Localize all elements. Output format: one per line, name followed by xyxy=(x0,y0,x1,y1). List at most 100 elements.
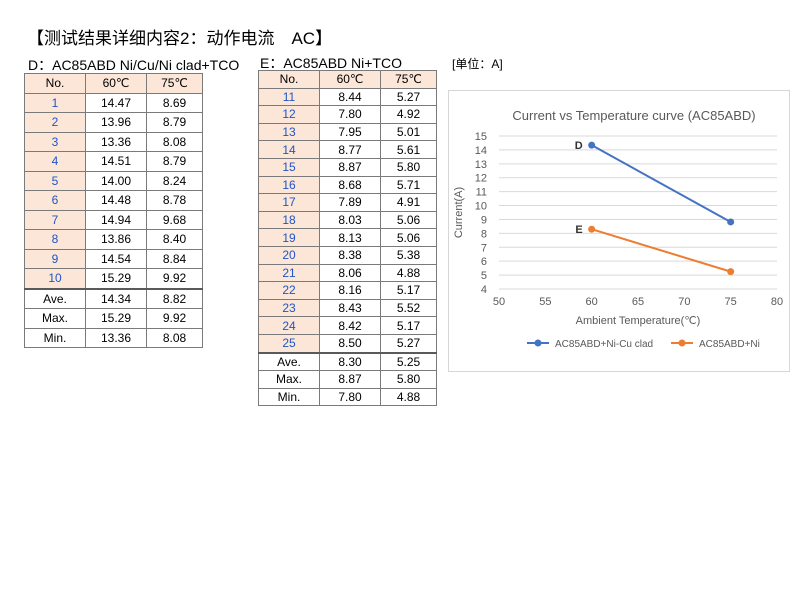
cell-value: 15.29 xyxy=(85,268,147,289)
row-number: 24 xyxy=(258,316,320,335)
table-header-row: No. 60℃ 75℃ xyxy=(24,73,203,94)
stat-label: Ave. xyxy=(258,351,320,372)
cell-value: 8.87 xyxy=(319,157,381,177)
cell-value: 9.92 xyxy=(146,268,203,289)
current-vs-temperature-chart: Current vs Temperature curve (AC85ABD)45… xyxy=(453,108,783,350)
stat-label: Max. xyxy=(24,308,86,329)
cell-value: 14.47 xyxy=(85,92,147,113)
table-row: 20 8.38 5.38 xyxy=(258,245,437,265)
stat-value: 8.87 xyxy=(319,370,381,389)
cell-value: 14.48 xyxy=(85,190,147,211)
cell-value: 5.71 xyxy=(380,175,437,195)
stat-row: Min. 7.80 4.88 xyxy=(258,387,437,407)
column-header: 75℃ xyxy=(146,73,203,94)
legend-entry: AC85ABD+Ni-Cu clad xyxy=(555,339,653,350)
stat-label: Min. xyxy=(258,387,320,407)
stat-value: 5.25 xyxy=(380,351,437,372)
stat-value: 9.92 xyxy=(146,308,203,329)
cell-value: 8.42 xyxy=(319,316,381,335)
legend-marker xyxy=(678,339,686,347)
cell-value: 13.86 xyxy=(85,229,147,250)
cell-value: 14.94 xyxy=(85,209,147,230)
unit-label: [单位：A] xyxy=(452,57,503,71)
stat-label: Max. xyxy=(258,370,320,389)
x-tick-label: 55 xyxy=(539,296,551,308)
cell-value: 5.52 xyxy=(380,298,437,318)
x-tick-label: 75 xyxy=(725,296,737,308)
table-row: 14 8.77 5.61 xyxy=(258,140,437,159)
table-row: 9 14.54 8.84 xyxy=(24,248,203,269)
row-number: 4 xyxy=(24,151,86,172)
cell-value: 7.80 xyxy=(319,105,381,124)
table-row: 1 14.47 8.69 xyxy=(24,92,203,113)
stat-value: 8.82 xyxy=(146,287,203,309)
y-tick-label: 9 xyxy=(481,214,487,226)
row-number: 16 xyxy=(258,175,320,195)
data-point xyxy=(588,225,596,233)
y-tick-label: 13 xyxy=(475,159,487,171)
table-row: 17 7.89 4.91 xyxy=(258,193,437,212)
row-number: 3 xyxy=(24,131,86,152)
cell-value: 5.06 xyxy=(380,228,437,247)
y-tick-label: 6 xyxy=(481,256,487,268)
cell-value: 8.79 xyxy=(146,151,203,172)
row-number: 17 xyxy=(258,193,320,212)
row-number: 1 xyxy=(24,92,86,113)
row-number: 5 xyxy=(24,170,86,191)
x-axis-label: Ambient Temperature(℃) xyxy=(576,315,701,327)
y-tick-label: 15 xyxy=(475,131,487,143)
stat-value: 8.30 xyxy=(319,351,381,372)
y-tick-label: 14 xyxy=(475,145,487,157)
y-tick-label: 10 xyxy=(475,201,487,213)
y-axis-label: Current(A) xyxy=(453,187,465,238)
cell-value: 8.44 xyxy=(319,87,381,107)
y-tick-label: 8 xyxy=(481,228,487,240)
row-number: 25 xyxy=(258,333,320,354)
stat-row: Max. 15.29 9.92 xyxy=(24,308,203,329)
table-row: 7 14.94 9.68 xyxy=(24,209,203,230)
column-header: No. xyxy=(258,70,320,89)
cell-value: 5.06 xyxy=(380,210,437,230)
cell-value: 5.17 xyxy=(380,316,437,335)
table-row: 13 7.95 5.01 xyxy=(258,122,437,142)
cell-value: 8.13 xyxy=(319,228,381,247)
column-header: No. xyxy=(24,73,86,94)
table-row: 10 15.29 9.92 xyxy=(24,268,203,289)
cell-value: 5.80 xyxy=(380,157,437,177)
row-number: 8 xyxy=(24,229,86,250)
stat-value: 15.29 xyxy=(85,308,147,329)
cell-value: 5.01 xyxy=(380,122,437,142)
table-row: 8 13.86 8.40 xyxy=(24,229,203,250)
cell-value: 8.03 xyxy=(319,210,381,230)
stat-row: Ave. 8.30 5.25 xyxy=(258,351,437,372)
y-tick-label: 11 xyxy=(476,187,487,199)
row-number: 22 xyxy=(258,281,320,300)
table-e-caption: E：AC85ABD Ni+TCO xyxy=(260,55,402,71)
series-label: D xyxy=(575,140,583,152)
data-point xyxy=(588,141,596,149)
row-number: 21 xyxy=(258,263,320,283)
y-tick-label: 5 xyxy=(481,270,487,282)
stat-row: Ave. 14.34 8.82 xyxy=(24,287,203,309)
table-e: No. 60℃ 75℃ 11 8.44 5.27 12 7.80 4.92 13 7.95 5.01 1… xyxy=(258,70,437,407)
cell-value: 8.38 xyxy=(319,245,381,265)
table-d: No. 60℃ 75℃ 1 14.47 8.69 2 13.96 8.79 3 13.36 8.08 4… xyxy=(24,73,203,348)
row-number: 14 xyxy=(258,140,320,159)
stat-label: Min. xyxy=(24,327,86,348)
data-point xyxy=(727,268,735,276)
cell-value: 5.38 xyxy=(380,245,437,265)
row-number: 15 xyxy=(258,157,320,177)
table-row: 3 13.36 8.08 xyxy=(24,131,203,152)
row-number: 19 xyxy=(258,228,320,247)
stat-row: Max. 8.87 5.80 xyxy=(258,370,437,389)
cell-value: 8.77 xyxy=(319,140,381,159)
cell-value: 5.27 xyxy=(380,87,437,107)
x-tick-label: 65 xyxy=(632,296,644,308)
table-row: 23 8.43 5.52 xyxy=(258,298,437,318)
stat-value: 8.08 xyxy=(146,327,203,348)
cell-value: 8.24 xyxy=(146,170,203,191)
table-row: 21 8.06 4.88 xyxy=(258,263,437,283)
cell-value: 8.68 xyxy=(319,175,381,195)
cell-value: 4.88 xyxy=(380,263,437,283)
table-row: 6 14.48 8.78 xyxy=(24,190,203,211)
